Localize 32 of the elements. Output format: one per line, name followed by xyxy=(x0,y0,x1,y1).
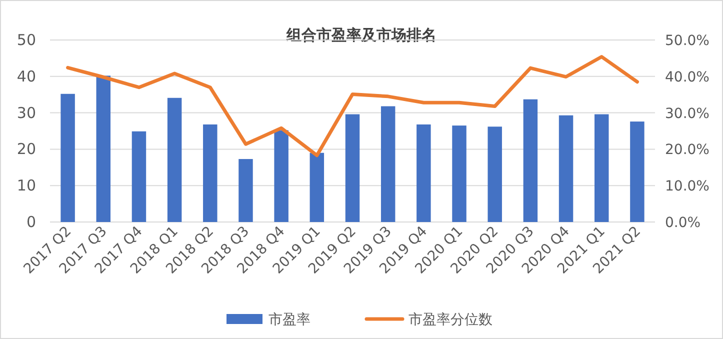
bar xyxy=(380,106,396,222)
bar xyxy=(488,126,502,222)
bar xyxy=(523,99,538,222)
y-tick-label: 30 xyxy=(16,104,36,122)
y-tick-label: 10 xyxy=(16,176,36,195)
legend-label: 市盈率 xyxy=(268,312,310,328)
bar xyxy=(310,152,324,222)
bar xyxy=(594,114,609,222)
y2-tick-label: 30.0% xyxy=(665,106,710,122)
y2-tick-label: 20.0% xyxy=(665,142,710,158)
bar xyxy=(630,122,644,222)
bar xyxy=(452,126,466,222)
y2-tick-label: 40.0% xyxy=(665,69,710,86)
y-tick-label: 0 xyxy=(26,213,36,231)
y2-tick-label: 50.0% xyxy=(665,33,710,49)
bar xyxy=(274,130,288,222)
bar xyxy=(416,124,431,222)
bar xyxy=(345,114,360,222)
legend-label: 市盈率分位数 xyxy=(408,312,492,328)
bar xyxy=(558,115,574,222)
y2-tick-label: 0.0% xyxy=(665,215,701,231)
bar xyxy=(167,98,182,222)
bar xyxy=(203,124,218,222)
bar xyxy=(96,76,110,222)
y-tick-label: 20 xyxy=(16,140,36,158)
y-tick-label: 40 xyxy=(16,67,36,86)
y2-tick-label: 10.0% xyxy=(665,178,710,195)
y-tick-label: 50 xyxy=(16,31,36,49)
line-series xyxy=(66,54,639,158)
bar xyxy=(60,94,75,222)
bar xyxy=(238,159,253,222)
bar xyxy=(132,131,146,222)
